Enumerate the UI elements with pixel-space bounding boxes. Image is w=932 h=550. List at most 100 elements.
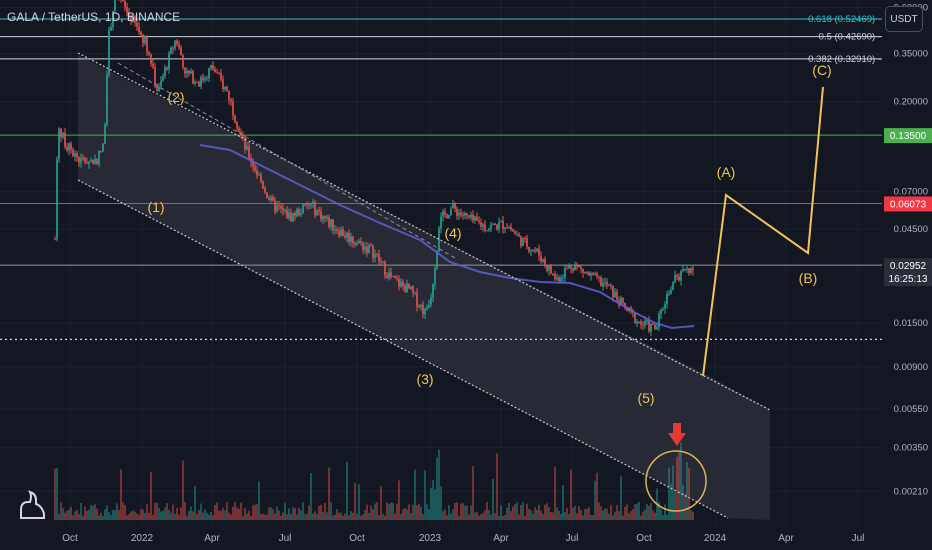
volume-bar: [630, 510, 632, 520]
candle-body: [188, 70, 190, 74]
volume-bar: [568, 513, 570, 520]
candle-body: [336, 229, 338, 232]
candle-body: [530, 250, 532, 252]
volume-bar: [560, 513, 562, 520]
fib-level-labels: 0.618 (0.52469) - 0.5 (0.42690) - 0.382 (0…: [808, 14, 881, 65]
candle-body: [660, 309, 662, 315]
candle-body: [544, 259, 546, 266]
volume-bar: [420, 506, 422, 520]
candle-body: [246, 146, 248, 150]
volume-bar: [524, 515, 526, 520]
candle-body: [374, 254, 376, 259]
volume-bar: [608, 513, 610, 520]
x-tick-label: 2023: [419, 533, 442, 544]
volume-bar: [314, 511, 316, 520]
candle-body: [230, 99, 232, 102]
volume-bar: [552, 512, 554, 520]
volume-bar: [252, 505, 254, 520]
volume-bar: [414, 469, 416, 520]
volume-bar: [62, 508, 64, 520]
volume-bar: [502, 515, 504, 520]
volume-bar: [500, 505, 502, 520]
price-axis[interactable]: 1.000000.600000.350000.200000.070000.045…: [894, 0, 928, 497]
volume-bar: [124, 505, 126, 520]
volume-bar: [612, 515, 614, 520]
candle-body: [138, 26, 140, 32]
volume-bar: [430, 487, 432, 520]
candle-body: [90, 159, 92, 162]
candle-body: [648, 320, 650, 332]
volume-bar: [446, 515, 448, 520]
candle-body: [426, 307, 428, 309]
price-badge: [884, 196, 932, 212]
volume-bar: [546, 503, 548, 520]
volume-bar: [286, 514, 288, 520]
candle-body: [594, 273, 596, 276]
volume-bar: [460, 503, 462, 520]
volume-bar: [248, 510, 250, 520]
candle-body: [510, 226, 512, 230]
volume-bar: [322, 511, 324, 520]
volume-bar: [356, 513, 358, 520]
volume-bar: [318, 505, 320, 520]
candle-body: [354, 243, 356, 245]
candle-body: [472, 214, 474, 221]
volume-bar: [374, 503, 376, 520]
volume-bar: [598, 502, 600, 520]
time-axis[interactable]: Oct 2022 Apr Jul Oct 2023 Apr Jul Oct 2024 Apr Jul: [62, 533, 864, 544]
candle-body: [72, 149, 74, 157]
candle-body: [178, 43, 180, 48]
volume-bar: [206, 512, 208, 520]
volume-bar: [426, 504, 428, 520]
candle-body: [378, 254, 380, 262]
candle-body: [106, 74, 108, 125]
volume-bar: [442, 511, 444, 520]
volume-bar: [648, 505, 650, 520]
candle-body: [572, 268, 574, 271]
volume-bar: [82, 515, 84, 520]
volume-bar: [418, 503, 420, 520]
volume-bar: [234, 502, 236, 520]
x-tick-label: 2024: [704, 533, 727, 544]
candle-body: [358, 241, 360, 244]
channel-shade: [78, 55, 770, 520]
candle-body: [88, 161, 90, 164]
y-tick-label: 0.00550: [894, 404, 928, 415]
volume-bar: [626, 504, 628, 520]
volume-bar: [410, 513, 412, 520]
candle-body: [474, 216, 476, 221]
candle-body: [130, 15, 132, 23]
volume-bar: [146, 504, 148, 520]
volume-bar: [496, 453, 498, 520]
candle-body: [470, 214, 472, 218]
volume-bar: [438, 449, 440, 520]
volume-bar: [392, 502, 394, 520]
candle-body: [578, 265, 580, 267]
candle-body: [450, 208, 452, 216]
volume-bar: [580, 510, 582, 520]
candle-body: [182, 55, 184, 68]
volume-bar: [152, 514, 154, 520]
volume-bar: [288, 508, 290, 520]
x-tick-label: Oct: [349, 533, 365, 544]
volume-bar: [622, 515, 624, 520]
candle-body: [574, 265, 576, 271]
volume-bar: [134, 511, 136, 520]
wave-label: (C): [812, 62, 831, 78]
candle-body: [644, 320, 646, 325]
volume-bar: [472, 466, 474, 520]
volume-bar: [360, 515, 362, 520]
currency-button[interactable]: USDT: [885, 6, 923, 32]
candle-body: [346, 232, 348, 237]
candle-body: [206, 78, 208, 80]
volume-bar: [94, 504, 96, 520]
candle-body: [454, 203, 456, 209]
volume-bar: [192, 511, 194, 520]
candle-body: [452, 203, 454, 209]
volume-bar: [352, 512, 354, 520]
wave-label: (3): [416, 371, 433, 387]
symbol-title: GALA / TetherUS, 1D, BINANCE: [7, 10, 181, 24]
volume-bar: [332, 515, 334, 520]
volume-bar: [246, 513, 248, 520]
